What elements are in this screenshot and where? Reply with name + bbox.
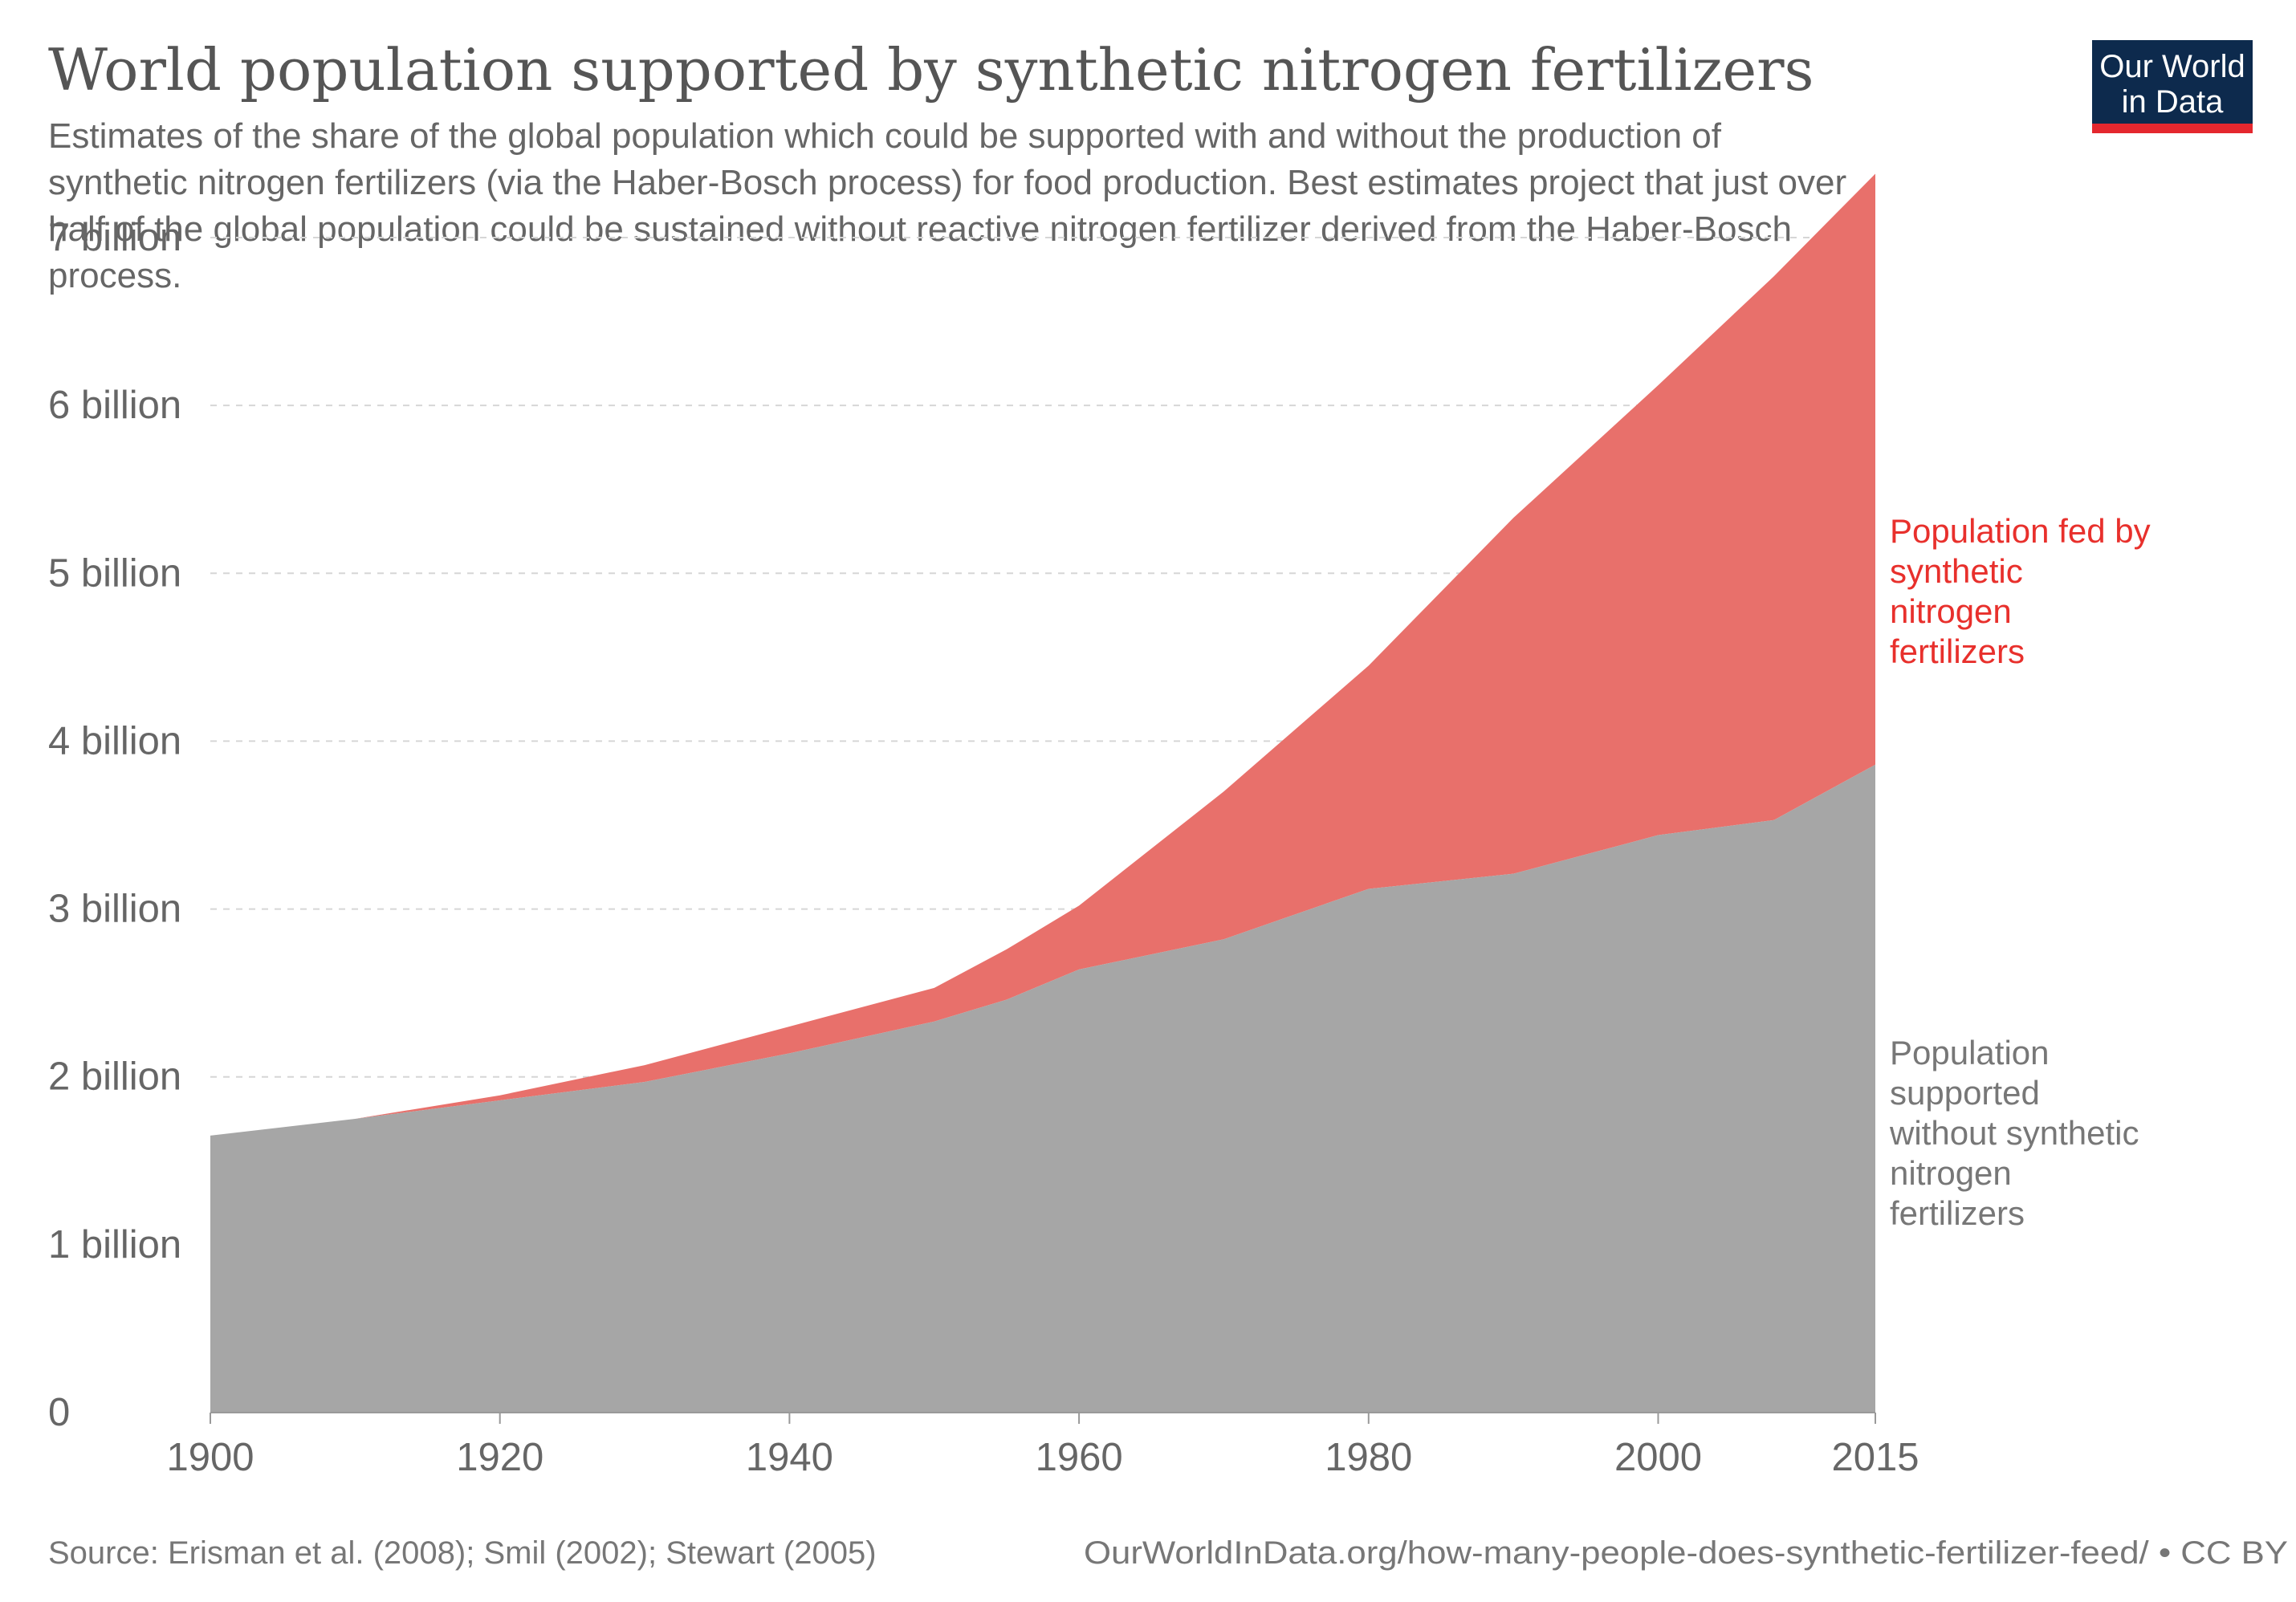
y-tick-label: 7 billion [48,216,181,259]
owid-logo[interactable]: Our World in Data [2092,40,2253,133]
x-tick-label: 2015 [1831,1436,1919,1479]
y-tick-label: 3 billion [48,888,181,931]
y-tick-label: 6 billion [48,384,181,427]
chart-title: World population supported by synthetic … [48,36,1814,104]
logo-background [2092,40,2253,124]
footer-url[interactable]: OurWorldInData.org/how-many-people-does-… [1084,1535,2288,1571]
y-tick-label: 0 [48,1391,70,1434]
logo-accent-bar [2092,124,2253,133]
y-tick-label: 4 billion [48,719,181,762]
subtitle-line: synthetic nitrogen fertilizers (via the … [48,163,1846,202]
y-tick-label: 2 billion [48,1055,181,1099]
plot-area: 0 1 billion 2 billion 3 billion 4 billion 5 b… [48,173,2151,1479]
subtitle-line: Estimates of the share of the global pop… [48,116,1722,156]
subtitle-line: half of the global population could be s… [48,209,1792,249]
logo-text-line-2: in Data [2122,84,2224,120]
series-label-fertilizer: Population fed by synthetic nitrogen fertil… [1890,512,2151,670]
x-tick-label: 1960 [1036,1436,1123,1479]
subtitle-line: process. [48,256,181,295]
series-label-no-fertilizer: Population supported without synthetic nitr… [1889,1034,2139,1232]
x-tick-label: 1900 [166,1436,254,1479]
x-tick-label: 1940 [746,1436,833,1479]
area-series-no-fertilizer [210,764,1875,1413]
y-tick-label: 1 billion [48,1223,181,1267]
source-note: Source: Erisman et al. (2008); Smil (200… [48,1535,877,1571]
y-tick-label: 5 billion [48,551,181,595]
x-tick-label: 1920 [456,1436,543,1479]
logo-text-line-1: Our World [2099,49,2245,84]
x-tick-label: 1980 [1325,1436,1412,1479]
x-tick-label: 2000 [1614,1436,1702,1479]
area-series-fertilizer [210,173,1875,1136]
